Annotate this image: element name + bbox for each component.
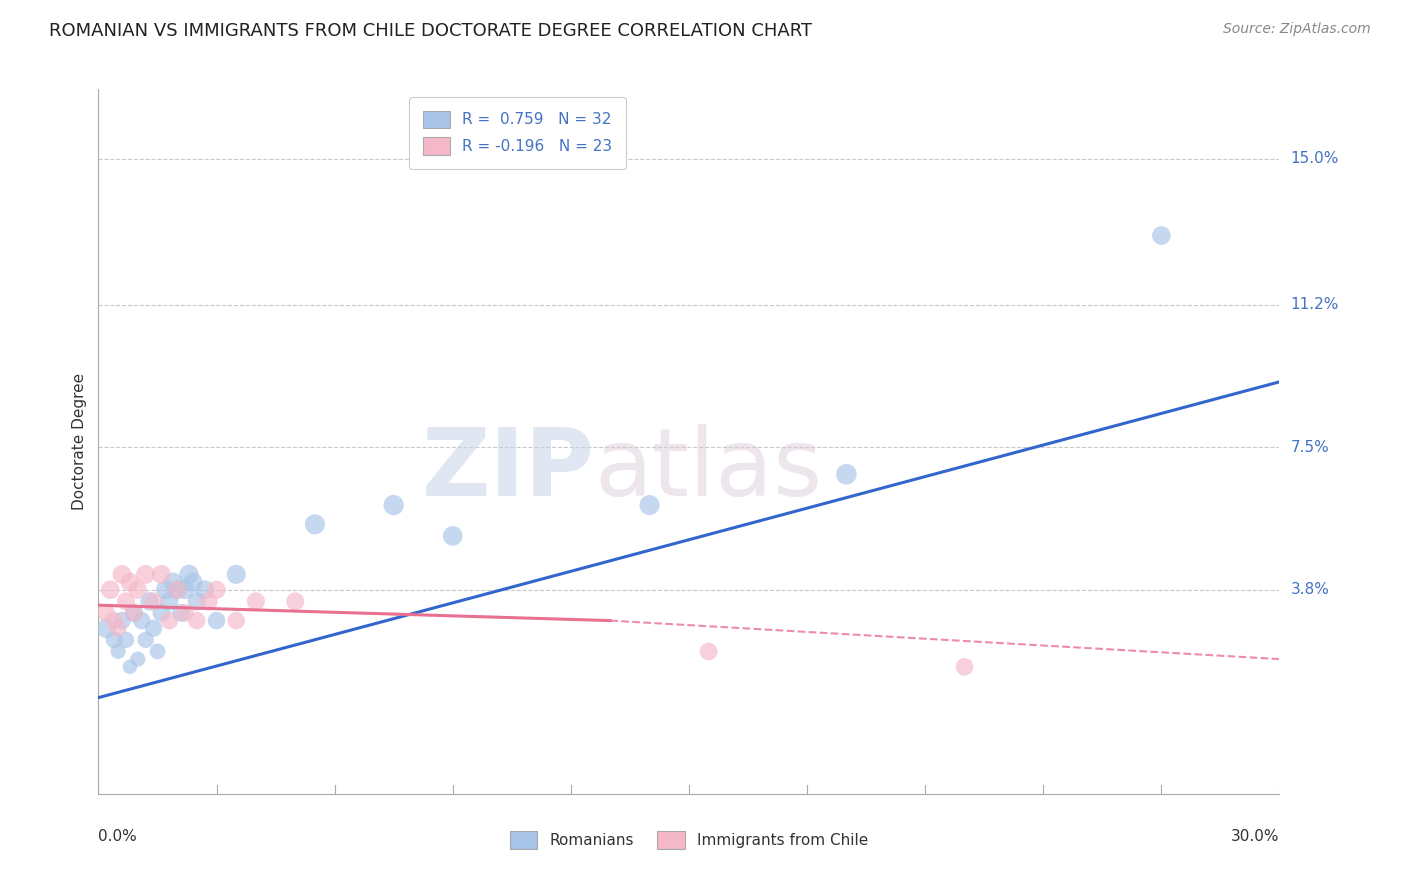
Point [181, 575, 204, 590]
Point [118, 575, 141, 590]
Text: 15.0%: 15.0% [1291, 151, 1339, 166]
Point [162, 575, 184, 590]
Point [205, 582, 228, 597]
Point [142, 621, 165, 635]
Point [225, 567, 247, 582]
Point [441, 529, 464, 543]
Point [142, 594, 165, 608]
Point [122, 606, 145, 620]
Point [638, 498, 661, 512]
Point [225, 614, 247, 628]
Point [304, 517, 326, 532]
Text: 0.0%: 0.0% [98, 830, 138, 844]
Point [115, 594, 138, 608]
Point [127, 652, 149, 666]
Point [284, 594, 307, 608]
Point [135, 567, 157, 582]
Text: 30.0%: 30.0% [1232, 830, 1279, 844]
Point [382, 498, 405, 512]
Legend: Romanians, Immigrants from Chile: Romanians, Immigrants from Chile [502, 824, 876, 856]
Point [197, 594, 219, 608]
Point [186, 594, 208, 608]
Point [170, 606, 193, 620]
Text: 7.5%: 7.5% [1291, 440, 1329, 455]
Point [115, 632, 138, 647]
Text: ROMANIAN VS IMMIGRANTS FROM CHILE DOCTORATE DEGREE CORRELATION CHART: ROMANIAN VS IMMIGRANTS FROM CHILE DOCTOR… [49, 22, 813, 40]
Point [186, 614, 208, 628]
Point [146, 644, 169, 658]
Point [174, 582, 197, 597]
Point [127, 582, 149, 597]
Point [205, 614, 228, 628]
Point [103, 632, 125, 647]
Point [111, 614, 134, 628]
Text: Source: ZipAtlas.com: Source: ZipAtlas.com [1223, 22, 1371, 37]
Point [157, 614, 180, 628]
Point [835, 467, 858, 482]
Point [107, 621, 129, 635]
Point [166, 582, 188, 597]
Point [166, 582, 188, 597]
Point [155, 582, 177, 597]
Point [150, 567, 173, 582]
Text: 11.2%: 11.2% [1291, 297, 1339, 312]
Point [953, 660, 976, 674]
Point [96, 621, 118, 635]
Point [194, 582, 217, 597]
Point [138, 594, 160, 608]
Point [177, 567, 200, 582]
Point [174, 606, 197, 620]
Text: 3.8%: 3.8% [1291, 582, 1330, 598]
Point [150, 606, 173, 620]
Text: ZIP: ZIP [422, 424, 595, 516]
Point [131, 614, 153, 628]
Point [96, 606, 118, 620]
Point [245, 594, 267, 608]
Point [118, 660, 141, 674]
Point [107, 644, 129, 658]
Point [135, 632, 157, 647]
Text: atlas: atlas [595, 424, 823, 516]
Point [1150, 228, 1173, 243]
Y-axis label: Doctorate Degree: Doctorate Degree [72, 373, 87, 510]
Point [157, 594, 180, 608]
Point [98, 582, 121, 597]
Point [103, 614, 125, 628]
Point [697, 644, 720, 658]
Point [122, 606, 145, 620]
Point [111, 567, 134, 582]
